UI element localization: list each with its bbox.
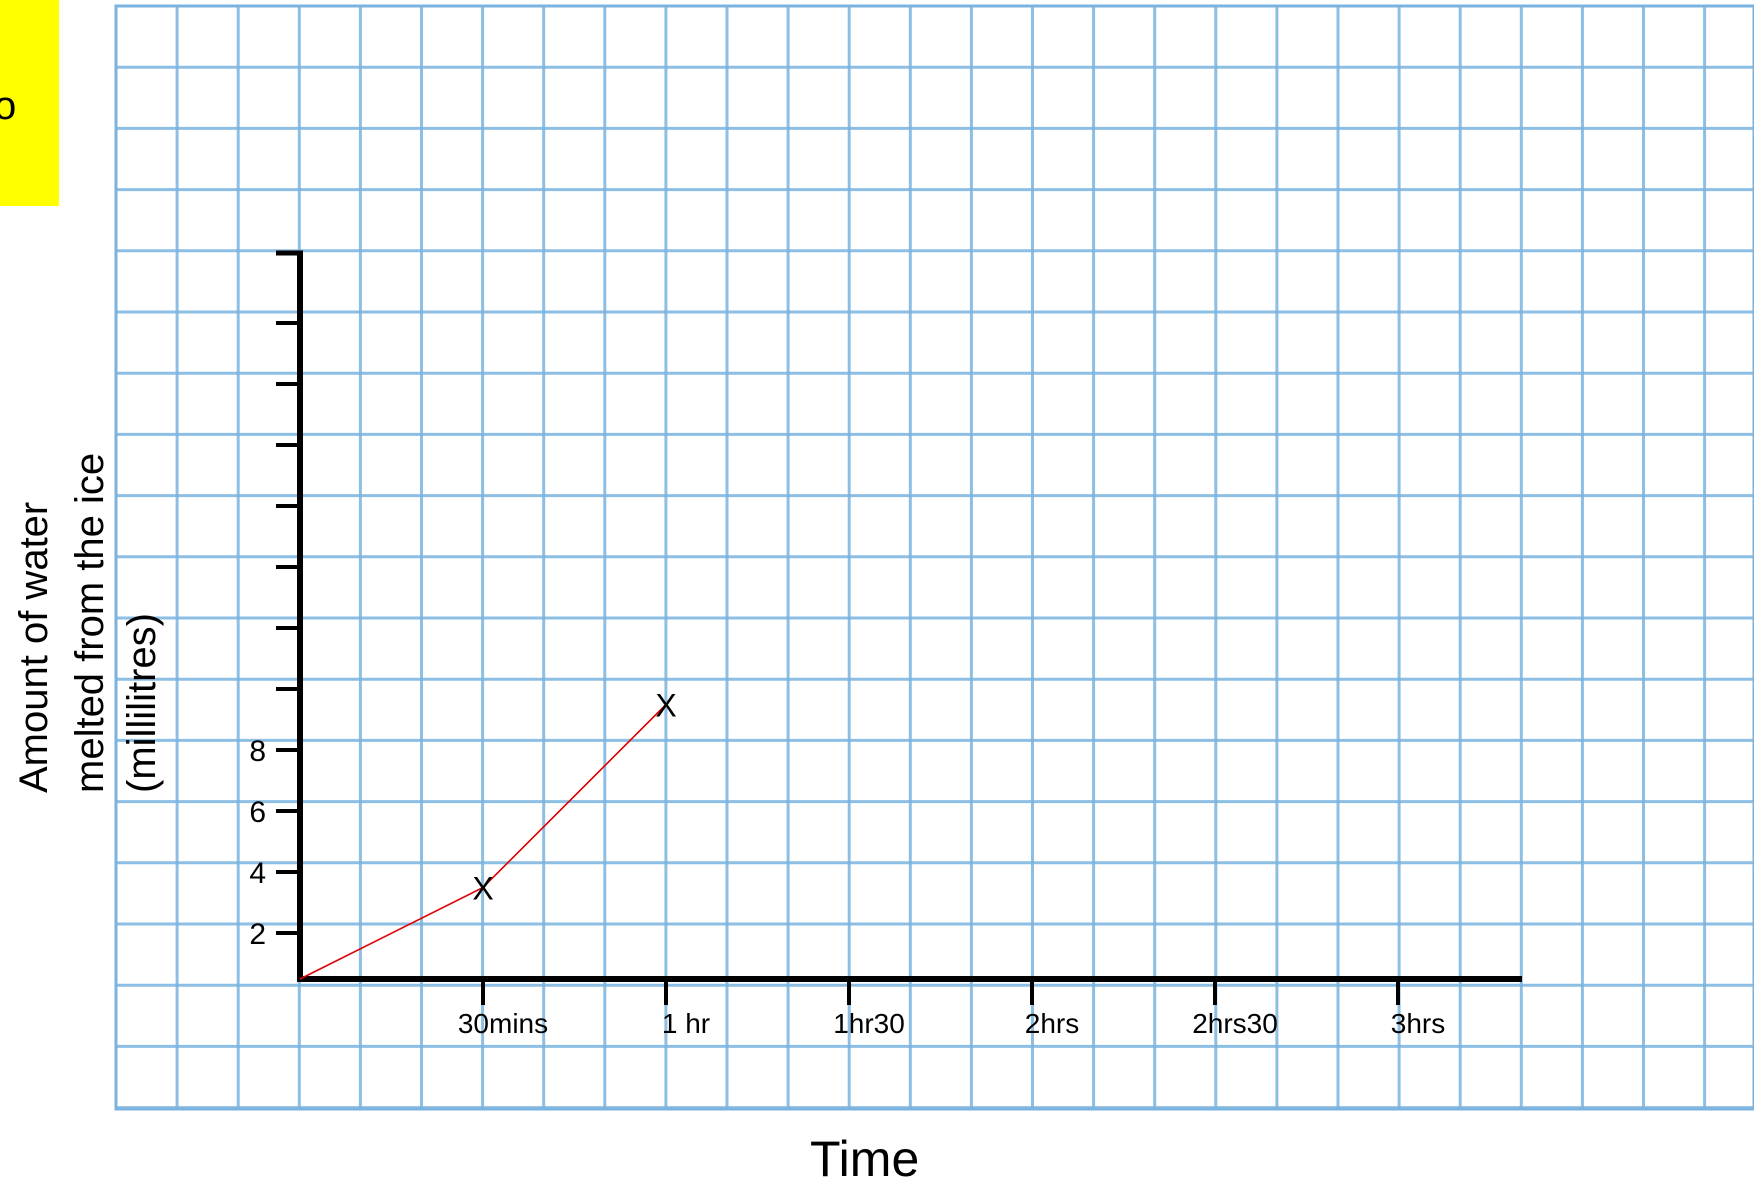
- x-tick-label: 3hrs: [1391, 1008, 1445, 1039]
- x-tick-label: 1hr30: [833, 1008, 905, 1039]
- x-tick-label: 30mins: [458, 1008, 548, 1039]
- axes: [276, 250, 1522, 982]
- y-axis-label-line-1: Amount of water: [12, 501, 56, 793]
- grid-paper: [114, 4, 1754, 1111]
- y-tick-label: 4: [249, 857, 266, 890]
- y-tick-label: 8: [249, 735, 266, 768]
- x-tick-label: 2hrs30: [1192, 1008, 1278, 1039]
- y-axis-label-line-3: (millilitres): [120, 613, 164, 793]
- data-point-marker: X: [472, 871, 493, 907]
- y-axis-label-line-2: melted from the ice: [68, 452, 112, 793]
- series: XX: [299, 688, 677, 980]
- yellow-note: o: [0, 0, 59, 206]
- yellow-note-text: o: [0, 84, 17, 128]
- series-line: [299, 703, 667, 980]
- y-tick-label: 2: [249, 918, 266, 951]
- ticks: 30mins 1 hr 1hr30 2hrs 2hrs30 3hrs 2 4 6 8: [249, 321, 1445, 1039]
- data-point-marker: X: [655, 688, 676, 724]
- x-tick-label: 1 hr: [662, 1008, 710, 1039]
- y-tick-label: 6: [249, 796, 266, 829]
- x-axis-label: Time: [810, 1131, 920, 1187]
- x-tick-label: 2hrs: [1025, 1008, 1079, 1039]
